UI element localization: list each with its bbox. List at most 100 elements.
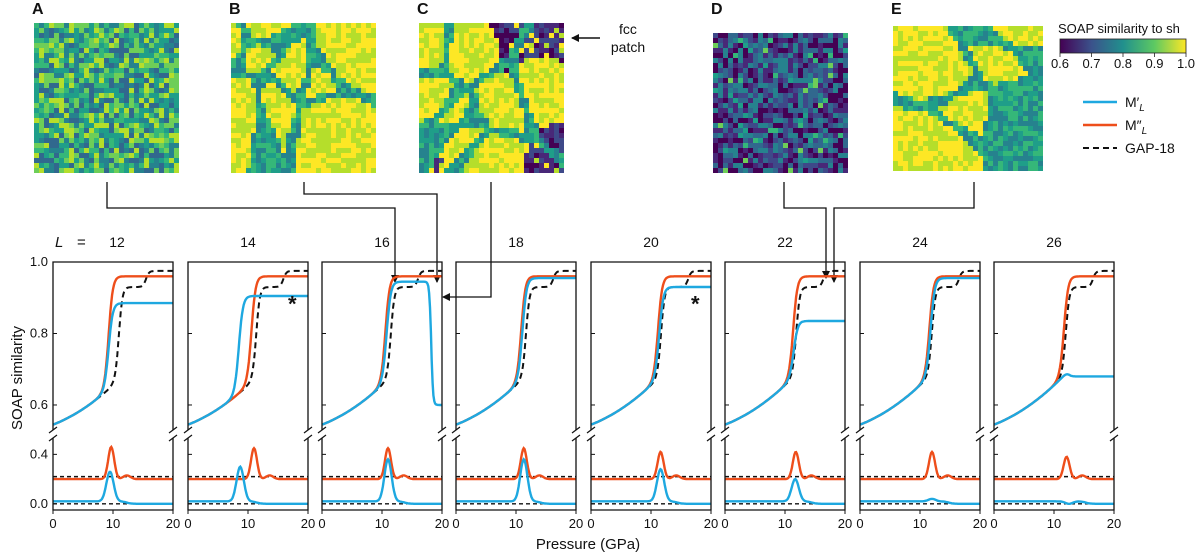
y-axis-title: SOAP similarity (9, 326, 26, 430)
snapshot-texture (893, 26, 1043, 171)
axis-break-mark (451, 434, 461, 442)
snapshot-texture (34, 23, 179, 173)
panel-frame-lower (724, 438, 846, 511)
axis-break-mark (720, 426, 730, 434)
snapshot-texture (713, 33, 848, 173)
axis-break-mark (317, 434, 327, 442)
x-tick-label: 10 (509, 516, 523, 531)
y-tick-label: 0.0 (30, 496, 48, 511)
m2-curve (860, 275, 980, 426)
axis-break-mark (168, 434, 178, 442)
L-value: 16 (374, 234, 390, 250)
x-tick-label: 20 (838, 516, 852, 531)
axis-break-mark (437, 434, 447, 442)
snapshot-texture (893, 26, 1043, 171)
connector-line (830, 182, 975, 283)
panel-frame-upper (993, 261, 1115, 430)
axis-break-mark (437, 426, 447, 434)
axis-break-mark (48, 434, 58, 442)
L-value: 22 (777, 234, 793, 250)
axis-break-mark (571, 426, 581, 434)
m2-lower-curve (322, 446, 442, 481)
axis-break-mark (840, 434, 850, 442)
snapshot-texture (419, 23, 564, 173)
m1-curve (860, 276, 980, 426)
m2-curve (456, 275, 576, 426)
m2-lower-curve (591, 450, 711, 481)
legend-m2-label: M″L (1125, 117, 1147, 137)
panel-frame-lower (859, 438, 981, 511)
colorbar-tick-label: 0.8 (1114, 56, 1132, 71)
colorbar-label: SOAP similarity to sh (1058, 21, 1180, 36)
m1-lower-curve (456, 457, 576, 505)
axis-break-mark (586, 426, 596, 434)
connector-line (303, 182, 441, 283)
snapshot-texture (231, 23, 371, 173)
panel-L24: 0 10 20 (855, 261, 987, 531)
axis-break-mark (571, 434, 581, 442)
colorbar-tick-label: 0.6 (1051, 56, 1069, 71)
L-value: 12 (109, 234, 125, 250)
L-labels: L = 12 14 16 18 20 22 24 26 (55, 234, 1062, 251)
snapshot-texture (713, 33, 848, 173)
connector-line (442, 182, 492, 301)
legend-gap18-label: GAP-18 (1125, 140, 1175, 156)
panel-L20: 0 10 20 * (586, 261, 718, 531)
axis-break-mark (975, 426, 985, 434)
m1-lower-curve (591, 467, 711, 505)
snapshot-texture (34, 23, 179, 173)
m1-lower-curve (725, 477, 845, 505)
L-value: 20 (643, 234, 659, 250)
colorbar: SOAP similarity to sh 0.6 0.7 0.8 0.9 1.0 (1051, 21, 1195, 71)
m2-curve (725, 275, 845, 426)
gap18-curve (860, 269, 980, 426)
legend-m1-label: M′L (1125, 94, 1145, 114)
snapshot-A: A (32, 1, 179, 173)
panel-frame-upper (52, 261, 174, 430)
gap18-curve (994, 269, 1114, 426)
m1-curve (322, 280, 442, 426)
gap18-curve (725, 269, 845, 426)
snapshot-texture (898, 26, 1043, 171)
m2-curve (322, 275, 442, 426)
x-tick-label: 20 (973, 516, 987, 531)
panel-L12: 0 10 20 0.6 0.8 1.0 0.0 0.4 (30, 254, 180, 531)
legend: M′L M″L GAP-18 (1083, 94, 1175, 156)
star-marker: * (691, 292, 700, 317)
m1-curve (591, 285, 711, 426)
L-equals: = (77, 234, 86, 251)
snapshot-D: D (711, 1, 848, 173)
axis-break-mark (1109, 426, 1119, 434)
x-tick-label: 0 (318, 516, 325, 531)
snapshot-texture (434, 23, 564, 173)
m1-lower-curve (322, 457, 442, 505)
snapshot-texture (439, 23, 564, 173)
m1-curve (994, 373, 1114, 426)
y-tick-label: 1.0 (30, 254, 48, 269)
x-tick-label: 10 (106, 516, 120, 531)
panel-frame-upper (590, 261, 712, 430)
m1-lower-curve (860, 497, 980, 505)
m1-curve (456, 276, 576, 426)
snapshot-texture (231, 23, 376, 173)
panel-L26: 0 10 20 (989, 261, 1121, 531)
colorbar-tick-label: 1.0 (1177, 56, 1195, 71)
m1-curve (188, 294, 308, 426)
x-tick-label: 20 (569, 516, 583, 531)
gap18-curve (322, 269, 442, 426)
snapshot-letter: B (229, 1, 241, 18)
axis-break-mark (989, 426, 999, 434)
x-tick-label: 20 (166, 516, 180, 531)
y-tick-label: 0.8 (30, 325, 48, 340)
m2-curve (994, 275, 1114, 426)
snapshot-texture (713, 33, 848, 173)
colorbar-bar (1059, 38, 1187, 54)
gap18-curve (456, 269, 576, 426)
axis-break-mark (855, 426, 865, 434)
x-tick-label: 20 (1107, 516, 1121, 531)
colorbar-tick-label: 0.9 (1145, 56, 1163, 71)
panel-frame-lower (993, 438, 1115, 511)
snapshot-letter: A (32, 1, 44, 18)
axis-break-mark (586, 434, 596, 442)
